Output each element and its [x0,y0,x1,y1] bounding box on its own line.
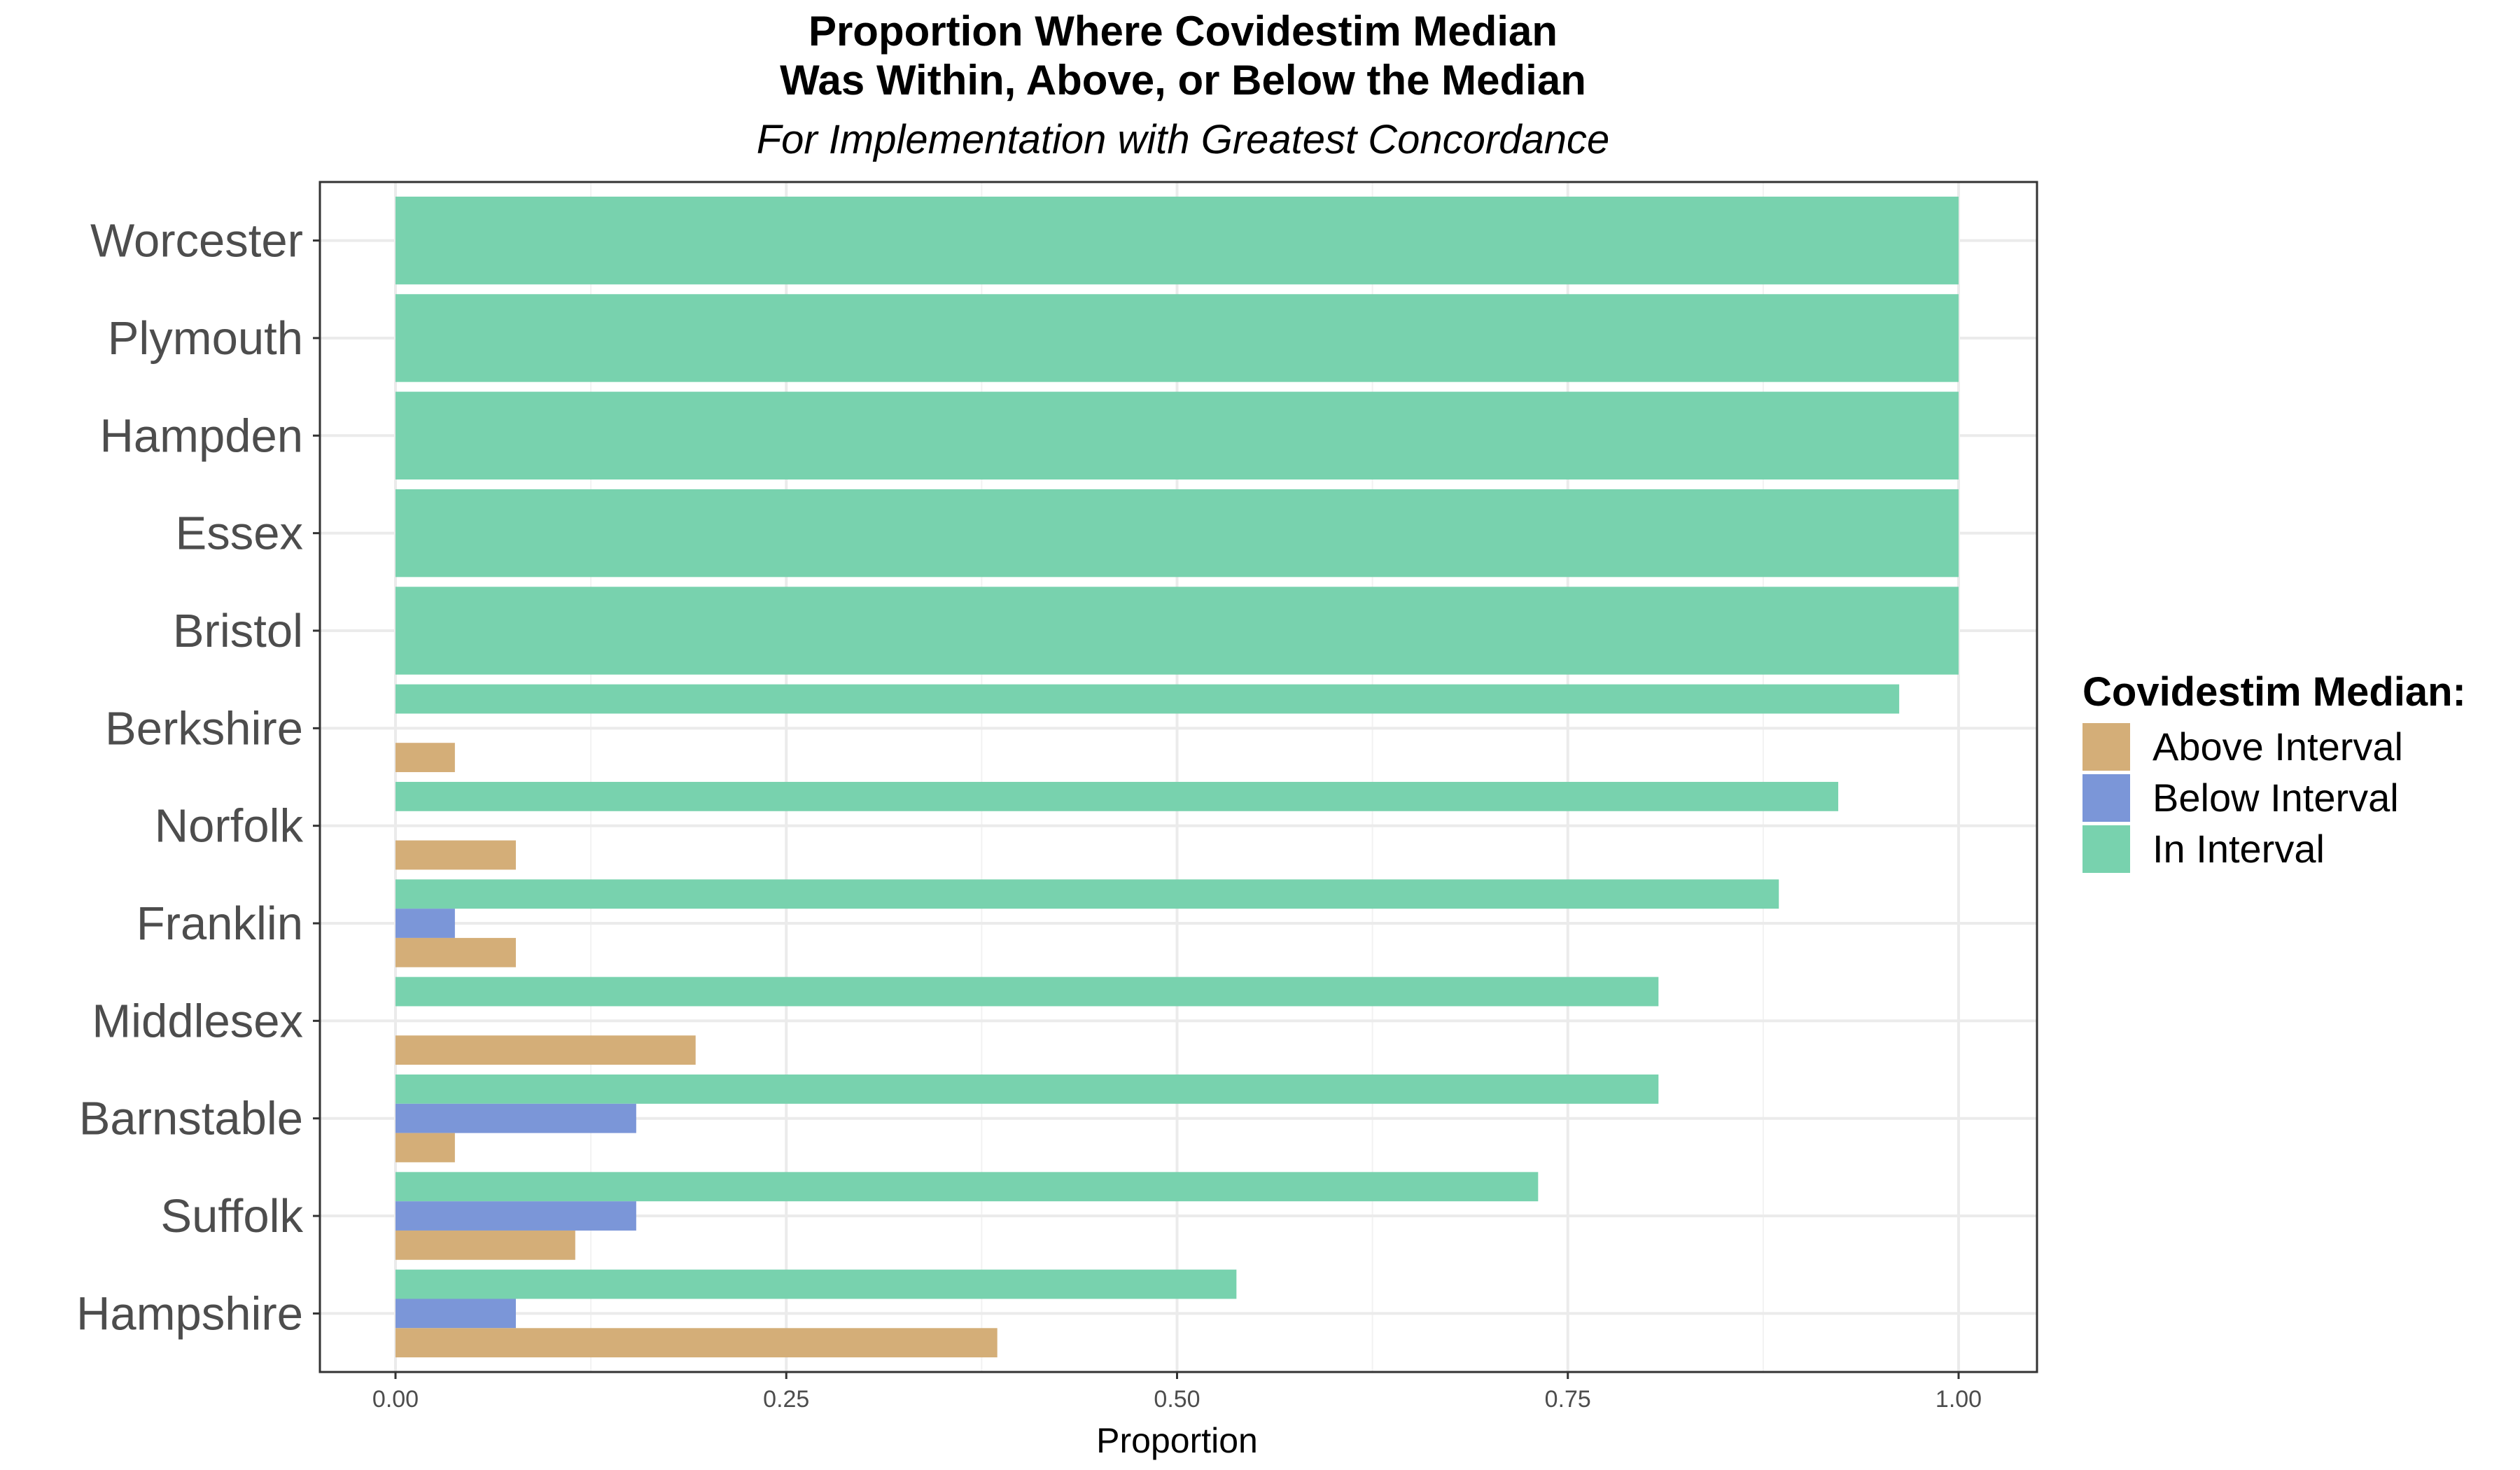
legend-item-above-interval: Above Interval [2082,721,2466,772]
category-label-barnstable: Barnstable [79,1093,303,1145]
bar-above-interval-barnstable [396,1133,455,1163]
bar-in-interval-plymouth [396,294,1959,382]
bar-in-interval-essex [396,489,1959,578]
x-tick-label: 1.00 [1935,1386,1982,1413]
x-tick-label: 0.25 [763,1386,809,1413]
legend-swatch-above-interval [2082,722,2130,771]
bar-in-interval-berkshire [396,684,1900,714]
legend-title: Covidestim Median: [2082,669,2466,715]
category-label-suffolk: Suffolk [160,1190,303,1242]
bar-below-interval-barnstable [396,1103,636,1133]
legend-item-below-interval: Below Interval [2082,772,2466,823]
bar-below-interval-hampshire [396,1298,516,1329]
bar-above-interval-norfolk [396,840,516,870]
legend-item-in-interval: In Interval [2082,823,2466,874]
bar-below-interval-suffolk [396,1201,636,1231]
bar-above-interval-suffolk [396,1230,575,1260]
category-label-middlesex: Middlesex [92,995,303,1047]
bar-in-interval-middlesex [396,976,1659,1007]
category-label-essex: Essex [176,507,303,560]
bar-in-interval-hampshire [396,1269,1237,1299]
legend-label-in-interval: In Interval [2152,827,2325,871]
bar-above-interval-middlesex [396,1035,696,1065]
x-tick-label: 0.75 [1545,1386,1591,1413]
category-label-bristol: Bristol [173,605,303,657]
x-axis-title: Proportion [1096,1421,1258,1460]
bar-above-interval-berkshire [396,743,455,773]
bar-below-interval-franklin [396,909,455,938]
legend-label-below-interval: Below Interval [2152,776,2399,820]
bar-above-interval-hampshire [396,1328,997,1358]
category-label-plymouth: Plymouth [108,312,303,365]
plot-border [318,181,2038,1373]
category-label-worcester: Worcester [90,215,303,267]
bar-in-interval-bristol [396,587,1959,675]
legend-label-above-interval: Above Interval [2152,724,2403,769]
category-label-hampden: Hampden [99,410,303,462]
x-tick-label: 0.50 [1154,1386,1200,1413]
category-label-franklin: Franklin [136,897,303,950]
chart-title-line-2: Was Within, Above, or Below the Median [780,57,1586,104]
bar-in-interval-barnstable [396,1074,1659,1104]
chart-subtitle: For Implementation with Greatest Concord… [756,117,1610,162]
category-label-berkshire: Berkshire [105,702,303,755]
bar-in-interval-suffolk [396,1172,1539,1202]
x-tick-label: 0.00 [372,1386,419,1413]
category-label-norfolk: Norfolk [155,800,304,853]
bar-in-interval-franklin [396,879,1779,909]
legend: Covidestim Median: Above Interval Below … [2082,668,2466,874]
bar-above-interval-franklin [396,937,516,967]
bar-in-interval-worcester [396,196,1959,285]
category-label-hampshire: Hampshire [76,1287,303,1340]
legend-swatch-below-interval [2082,774,2130,822]
bar-in-interval-hampden [396,391,1959,479]
bar-in-interval-norfolk [396,781,1839,811]
legend-swatch-in-interval [2082,825,2130,873]
chart-title-line-1: Proportion Where Covidestim Median [808,8,1558,55]
